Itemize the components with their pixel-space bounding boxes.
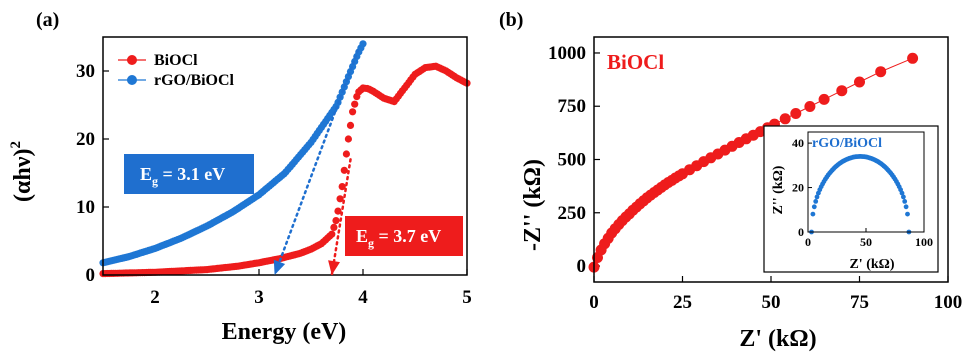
legend-label-rgo: rGO/BiOCl <box>154 72 235 89</box>
b-ytick-label: 500 <box>558 150 587 171</box>
a-xtick-label: 2 <box>150 287 160 308</box>
data-point <box>813 199 819 204</box>
tangent-line <box>273 49 360 277</box>
data-point <box>836 85 848 97</box>
data-point <box>804 101 816 112</box>
data-point <box>330 223 338 231</box>
panel-a-ylabel: (αhν)2 <box>8 141 36 202</box>
legend-label-biocl: BiOCl <box>154 52 198 69</box>
eg-box-blue-text: Eg = 3.1 eV <box>140 164 225 188</box>
panel-a: (a) (αhν)2 Energy (eV) 2 3 4 5 0 10 20 30 BiOCl… <box>8 9 472 345</box>
panel-a-legend: BiOCl rGO/BiOCl <box>118 52 235 89</box>
data-point <box>359 40 367 48</box>
data-point <box>338 183 346 191</box>
panel-a-tangents <box>273 49 360 277</box>
panel-b-title: BiOCl <box>607 50 664 74</box>
data-point <box>346 121 355 129</box>
b-xtick-label: 25 <box>673 292 692 313</box>
b-ytick-label: 0 <box>577 256 587 277</box>
data-point <box>790 108 802 119</box>
panel-b: (b) -Z'' (kΩ) Z' (kΩ) BiOCl 0 25 50 75 10002… <box>499 9 962 352</box>
inset-ytick-label: 40 <box>792 136 804 150</box>
data-point <box>340 166 348 174</box>
inset-box <box>763 125 939 273</box>
panel-b-ylabel: -Z'' (kΩ) <box>520 159 546 251</box>
tangent-line <box>330 158 352 277</box>
b-xtick-label: 0 <box>589 292 599 313</box>
inset-frame <box>807 131 925 233</box>
panel-b-label: (b) <box>499 9 523 31</box>
data-point <box>905 211 910 217</box>
data-point <box>903 204 909 210</box>
inset-ytick-label: 20 <box>792 181 804 195</box>
legend-marker-biocl <box>127 55 137 65</box>
eg-box-blue-bg <box>124 154 254 194</box>
data-point <box>899 190 905 196</box>
panel-a-ticks: 2 3 4 5 0 10 20 30 <box>76 61 472 308</box>
inset-ytick-label: 0 <box>798 225 804 239</box>
inset-series-rgo-biocl <box>809 154 912 235</box>
data-point <box>810 211 816 217</box>
data-point <box>349 108 357 116</box>
data-point <box>342 150 350 158</box>
eg-box-blue: Eg = 3.1 eV <box>124 154 254 194</box>
data-point <box>332 217 340 225</box>
data-point <box>818 93 830 105</box>
data-point <box>334 207 342 215</box>
data-point <box>351 100 359 108</box>
inset-title: rGO/BiOCl <box>812 136 882 151</box>
inset-ylabel: Z'' (kΩ) <box>771 165 786 214</box>
eg-box-red-text: Eg = 3.7 eV <box>356 226 441 250</box>
b-series-biocl <box>588 52 919 273</box>
data-point <box>875 66 887 78</box>
inset-series <box>809 154 912 235</box>
eg-box-red: Eg = 3.7 eV <box>345 216 463 256</box>
a-xtick-label: 5 <box>462 287 472 308</box>
a-xtick-label: 4 <box>358 287 368 308</box>
inset-xtick-label: 0 <box>805 235 811 249</box>
panel-b-series <box>588 52 919 273</box>
tangent-arrowhead <box>273 259 286 275</box>
inset-xtick-label: 50 <box>860 235 872 249</box>
legend-marker-rgo <box>127 75 137 85</box>
a-ytick-label: 20 <box>76 129 95 150</box>
data-point <box>854 76 865 88</box>
inset: rGO/BiOCl Z'' (kΩ) Z' (kΩ) 0 50 100 0 20 40 <box>763 125 939 273</box>
panel-b-xlabel: Z' (kΩ) <box>739 326 816 352</box>
b-xtick-label: 100 <box>934 292 963 313</box>
inset-xtick-label: 100 <box>915 235 933 249</box>
data-point <box>901 194 906 200</box>
b-ytick-label: 1000 <box>548 43 586 64</box>
a-ytick-label: 30 <box>76 61 95 82</box>
data-point <box>814 194 820 200</box>
b-xtick-label: 75 <box>850 292 869 313</box>
a-series-rgo-biocl <box>99 40 367 267</box>
panel-a-label: (a) <box>36 9 59 31</box>
b-ytick-label: 750 <box>558 96 587 117</box>
panel-a-xlabel: Energy (eV) <box>222 319 347 345</box>
panel-a-frame <box>102 36 468 276</box>
data-point <box>779 113 791 125</box>
tangent-arrowhead <box>328 260 340 275</box>
data-point <box>902 199 908 204</box>
a-xtick-label: 3 <box>254 287 264 308</box>
eg-box-red-bg <box>345 216 463 256</box>
data-point <box>907 52 919 64</box>
inset-xlabel: Z' (kΩ) <box>849 257 894 272</box>
panel-b-frame <box>593 36 949 283</box>
data-point <box>328 230 336 238</box>
inset-ticks: 0 50 100 0 20 40 <box>792 136 933 249</box>
data-point <box>811 204 817 210</box>
data-point <box>336 195 344 203</box>
b-ytick-label: 250 <box>558 203 587 224</box>
a-ytick-label: 0 <box>86 265 96 286</box>
a-ytick-label: 10 <box>76 197 95 218</box>
data-point <box>344 135 352 143</box>
b-xtick-label: 50 <box>762 292 781 313</box>
